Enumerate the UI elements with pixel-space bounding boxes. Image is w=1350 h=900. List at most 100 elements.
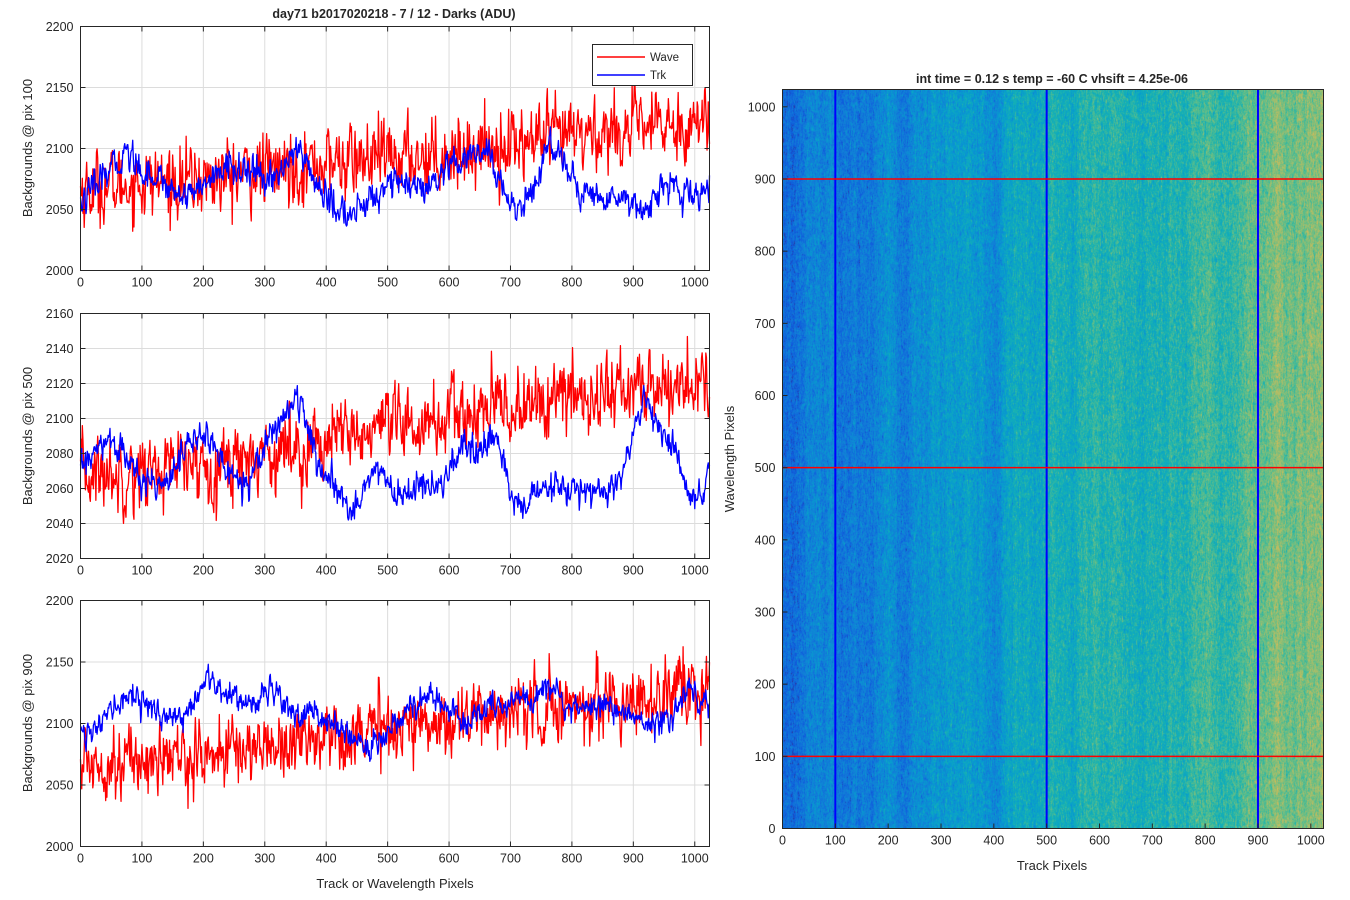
- plot-pix-100: day71 b2017020218 - 7 / 12 - Darks (ADU)…: [20, 7, 711, 290]
- x-tick-label: 700: [500, 564, 521, 578]
- heatmap-x-tick-label: 200: [878, 834, 899, 848]
- x-tick-label: 0: [77, 276, 84, 290]
- axes-box-pix-500: [80, 313, 710, 559]
- heatmap-y-tick-label: 0: [769, 822, 776, 836]
- x-tick-label: 0: [77, 564, 84, 578]
- heatmap-image-container: [782, 89, 1323, 828]
- y-tick-label: 2200: [46, 20, 74, 34]
- y-tick-label: 2060: [46, 482, 74, 496]
- x-tick-label: 900: [623, 564, 644, 578]
- ticks-heatmap: 0 100 200 300 400 500 600 700 800 900 1000 0 100 200 3…: [748, 100, 1325, 847]
- heatmap-x-tick-label: 300: [931, 834, 952, 848]
- legend-trk-label: Trk: [650, 70, 666, 82]
- x-tick-label: 300: [254, 564, 275, 578]
- heatmap-x-axis-label: Track Pixels: [1017, 858, 1088, 873]
- heatmap-x-tick-label: 900: [1248, 834, 1269, 848]
- y-tick-label: 2100: [46, 142, 74, 156]
- y-axis-label-pix-100: Backgrounds @ pix 100: [20, 79, 35, 217]
- heatmap-x-tick-label: 0: [779, 834, 786, 848]
- y-tick-label: 2150: [46, 81, 74, 95]
- y-tick-label: 2020: [46, 552, 74, 566]
- y-tick-label: 2160: [46, 307, 74, 321]
- heatmap-markers: [782, 89, 1324, 829]
- x-tick-label: 800: [561, 852, 582, 866]
- x-tick-label: 900: [623, 852, 644, 866]
- x-axis-label-pix-900: Track or Wavelength Pixels: [316, 876, 474, 891]
- x-tick-label: 0: [77, 852, 84, 866]
- heatmap-y-axis-label: Wavelength Pixels: [722, 405, 737, 512]
- x-tick-label: 800: [561, 564, 582, 578]
- heatmap-title: int time = 0.12 s temp = -60 C vhsift = …: [916, 72, 1188, 86]
- y-tick-label: 2200: [46, 594, 74, 608]
- y-tick-label: 2050: [46, 203, 74, 217]
- heatmap-y-tick-label: 200: [755, 678, 776, 692]
- x-tick-label: 300: [254, 276, 275, 290]
- series-line-wave: [79, 73, 711, 232]
- series-line-trk: [79, 126, 711, 227]
- heatmap-y-tick-label: 1000: [748, 100, 776, 114]
- series-pix-100: [79, 73, 711, 232]
- x-tick-label: 1000: [681, 564, 709, 578]
- x-tick-label: 300: [254, 852, 275, 866]
- heatmap-x-tick-label: 1000: [1297, 834, 1325, 848]
- heatmap-x-tick-label: 700: [1142, 834, 1163, 848]
- x-tick-label: 700: [500, 852, 521, 866]
- heatmap-y-tick-label: 600: [755, 389, 776, 403]
- heatmap-y-tick-label: 500: [755, 461, 776, 475]
- x-tick-label: 900: [623, 276, 644, 290]
- heatmap-y-tick-label: 300: [755, 605, 776, 619]
- ticks-pix-100: 0 100 200 300 400 500 600 700 800 900 1000 2000 2050…: [46, 20, 710, 290]
- heatmap-image: [782, 89, 1323, 828]
- heatmap-x-tick-label: 400: [983, 834, 1004, 848]
- heatmap-y-tick-label: 800: [755, 245, 776, 259]
- heatmap-x-tick-label: 600: [1089, 834, 1110, 848]
- ticks-pix-900: 0 100 200 300 400 500 600 700 800 900 1000 2000 2050…: [46, 594, 710, 866]
- x-tick-label: 600: [439, 276, 460, 290]
- x-tick-label: 1000: [681, 852, 709, 866]
- x-tick-label: 600: [439, 852, 460, 866]
- heatmap-y-tick-label: 900: [755, 172, 776, 186]
- y-tick-label: 2150: [46, 656, 74, 670]
- heatmap-y-tick-label: 700: [755, 317, 776, 331]
- y-tick-label: 2140: [46, 342, 74, 356]
- heatmap-x-tick-label: 800: [1195, 834, 1216, 848]
- x-tick-label: 100: [131, 276, 152, 290]
- y-tick-label: 2080: [46, 447, 74, 461]
- y-tick-label: 2040: [46, 517, 74, 531]
- legend: Wave Trk: [592, 44, 693, 86]
- heatmap-x-tick-label: 500: [1036, 834, 1057, 848]
- y-axis-label-pix-500: Backgrounds @ pix 500: [20, 367, 35, 505]
- legend-box: [592, 44, 693, 86]
- x-tick-label: 800: [561, 276, 582, 290]
- heatmap-y-tick-label: 100: [755, 750, 776, 764]
- heatmap-x-tick-label: 100: [825, 834, 846, 848]
- series-pix-900: [79, 646, 711, 810]
- x-tick-label: 700: [500, 276, 521, 290]
- x-tick-label: 500: [377, 852, 398, 866]
- y-tick-label: 2100: [46, 412, 74, 426]
- x-tick-label: 1000: [681, 276, 709, 290]
- series-pix-500: [79, 335, 711, 525]
- y-tick-label: 2000: [46, 264, 74, 278]
- x-tick-label: 500: [377, 276, 398, 290]
- legend-wave-label: Wave: [650, 52, 679, 64]
- plot-pix-900: 0 100 200 300 400 500 600 700 800 900 1000 2000 2050…: [20, 594, 711, 891]
- axes-box-heatmap: [782, 89, 1324, 829]
- figure-title: day71 b2017020218 - 7 / 12 - Darks (ADU): [272, 7, 515, 21]
- y-axis-label-pix-900: Backgrounds @ pix 900: [20, 654, 35, 792]
- x-tick-label: 200: [193, 852, 214, 866]
- plot-pix-500: 0 100 200 300 400 500 600 700 800 900 1000 2020 2040…: [20, 307, 711, 578]
- y-tick-label: 2120: [46, 377, 74, 391]
- x-tick-label: 400: [316, 564, 337, 578]
- series-line-trk: [79, 384, 711, 521]
- heatmap-panel: int time = 0.12 s temp = -60 C vhsift = …: [722, 72, 1325, 873]
- x-tick-label: 100: [131, 852, 152, 866]
- x-tick-label: 500: [377, 564, 398, 578]
- y-tick-label: 2050: [46, 779, 74, 793]
- x-tick-label: 400: [316, 276, 337, 290]
- x-tick-label: 400: [316, 852, 337, 866]
- series-line-trk: [80, 663, 711, 762]
- x-tick-label: 200: [193, 564, 214, 578]
- x-tick-label: 200: [193, 276, 214, 290]
